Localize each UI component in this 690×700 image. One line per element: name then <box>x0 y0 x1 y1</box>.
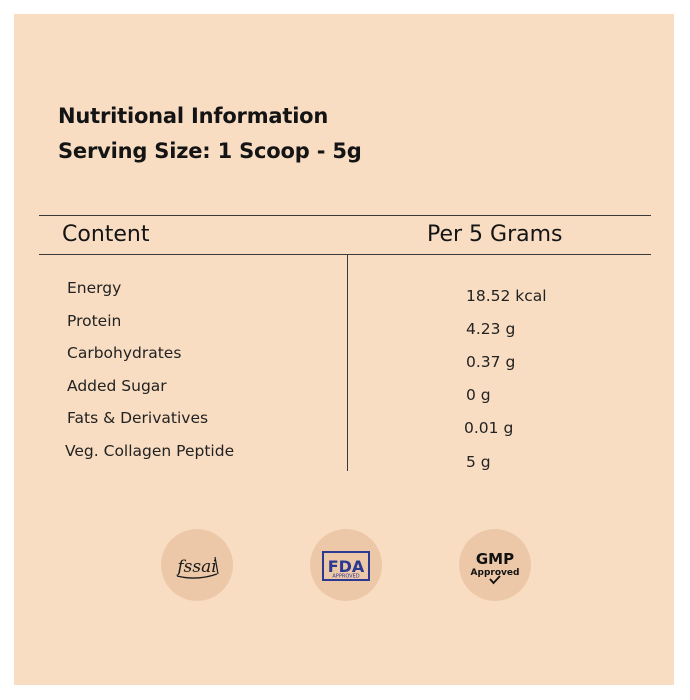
nutrient-label: Fats & Derivatives <box>67 409 209 427</box>
nutrient-value: 0.37 g <box>466 353 516 371</box>
check-icon <box>489 575 501 585</box>
column-header-per-5-grams: Per 5 Grams <box>427 222 563 247</box>
fda-approved-text: APPROVED <box>332 574 359 580</box>
nutrient-value: 4.23 g <box>466 320 516 338</box>
gmp-badge: GMP Approved <box>459 529 531 601</box>
nutrition-card: Nutritional Information Serving Size: 1 … <box>14 14 674 685</box>
nutrient-label: Carbohydrates <box>67 344 182 362</box>
nutrient-value: 18.52 kcal <box>466 287 547 305</box>
gmp-approved-text: Approved <box>471 568 520 578</box>
nutrient-label: Energy <box>67 279 122 297</box>
nutrient-label: Protein <box>67 312 122 330</box>
nutrient-value: 0 g <box>466 386 491 404</box>
column-divider <box>347 255 348 471</box>
gmp-approved-icon: GMP Approved <box>471 550 520 585</box>
nutrient-label: Veg. Collagen Peptide <box>65 442 235 460</box>
fssai-badge: fssai <box>161 529 233 601</box>
page-title: Nutritional Information <box>58 104 329 128</box>
nutrient-value: 5 g <box>466 453 491 471</box>
fda-approved-icon: FDA APPROVED <box>322 551 370 581</box>
fda-badge: FDA APPROVED <box>310 529 382 601</box>
serving-size: Serving Size: 1 Scoop - 5g <box>58 139 362 163</box>
table-header-rule <box>39 254 651 255</box>
nutrient-label: Added Sugar <box>67 377 167 395</box>
gmp-text: GMP <box>476 550 514 568</box>
fssai-text: fssai <box>175 557 216 577</box>
fssai-logo-icon: fssai <box>175 556 219 579</box>
fda-text: FDA <box>328 557 365 576</box>
table-top-rule <box>39 215 651 216</box>
column-header-content: Content <box>62 222 150 247</box>
nutrient-value: 0.01 g <box>464 419 514 437</box>
